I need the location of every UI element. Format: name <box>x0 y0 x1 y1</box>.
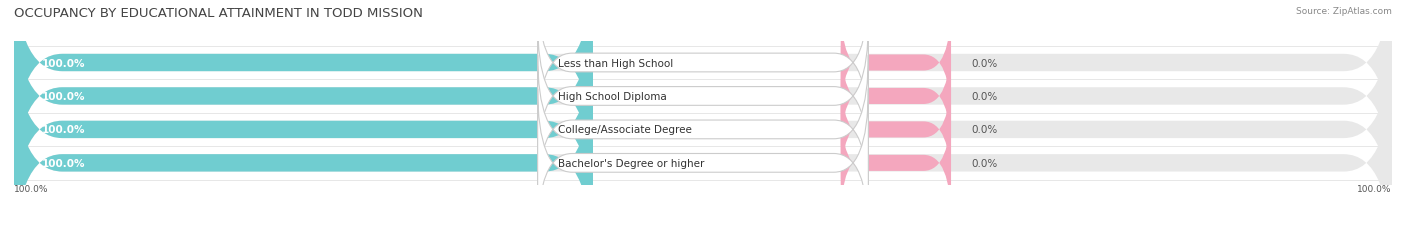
Text: 100.0%: 100.0% <box>1357 184 1392 193</box>
FancyBboxPatch shape <box>14 0 1392 171</box>
Text: 100.0%: 100.0% <box>42 91 86 101</box>
Text: 100.0%: 100.0% <box>14 184 49 193</box>
Text: 100.0%: 100.0% <box>42 125 86 135</box>
FancyBboxPatch shape <box>841 38 950 155</box>
FancyBboxPatch shape <box>14 55 1392 231</box>
FancyBboxPatch shape <box>14 0 1392 204</box>
Text: Bachelor's Degree or higher: Bachelor's Degree or higher <box>558 158 704 168</box>
Text: 0.0%: 0.0% <box>972 125 998 135</box>
FancyBboxPatch shape <box>537 23 869 170</box>
FancyBboxPatch shape <box>537 89 869 231</box>
FancyBboxPatch shape <box>14 0 593 171</box>
FancyBboxPatch shape <box>14 22 593 231</box>
Text: 0.0%: 0.0% <box>972 158 998 168</box>
FancyBboxPatch shape <box>537 56 869 204</box>
Text: 100.0%: 100.0% <box>42 58 86 68</box>
FancyBboxPatch shape <box>841 71 950 188</box>
Text: OCCUPANCY BY EDUCATIONAL ATTAINMENT IN TODD MISSION: OCCUPANCY BY EDUCATIONAL ATTAINMENT IN T… <box>14 7 423 20</box>
FancyBboxPatch shape <box>841 5 950 122</box>
FancyBboxPatch shape <box>841 105 950 222</box>
Text: 0.0%: 0.0% <box>972 58 998 68</box>
Text: Less than High School: Less than High School <box>558 58 673 68</box>
FancyBboxPatch shape <box>14 55 593 231</box>
Text: College/Associate Degree: College/Associate Degree <box>558 125 692 135</box>
Text: High School Diploma: High School Diploma <box>558 91 666 101</box>
FancyBboxPatch shape <box>14 0 593 204</box>
Text: 0.0%: 0.0% <box>972 91 998 101</box>
FancyBboxPatch shape <box>14 22 1392 231</box>
FancyBboxPatch shape <box>537 0 869 137</box>
Text: 100.0%: 100.0% <box>42 158 86 168</box>
Text: Source: ZipAtlas.com: Source: ZipAtlas.com <box>1296 7 1392 16</box>
